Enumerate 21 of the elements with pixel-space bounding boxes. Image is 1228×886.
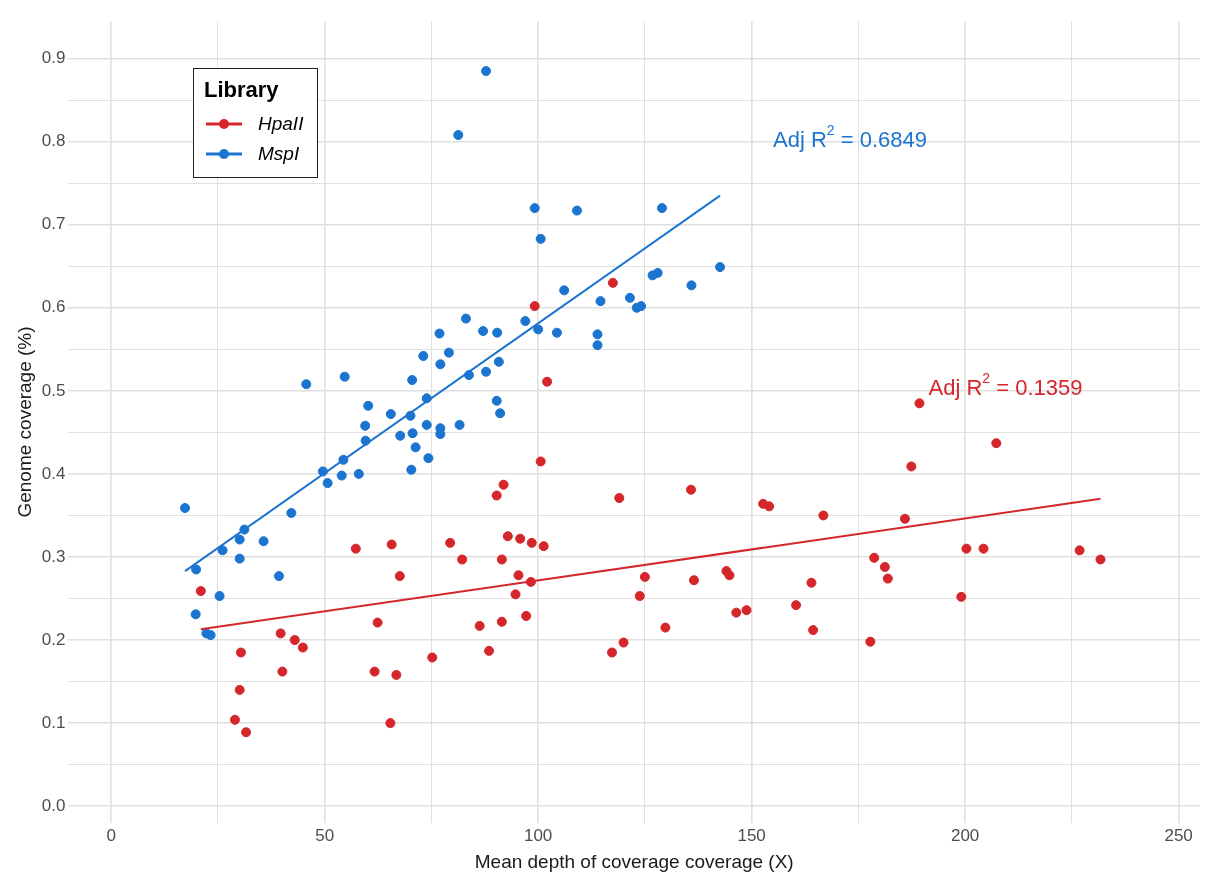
y-axis-title: Genome coverage (%) <box>13 326 35 518</box>
y-tick-label: 0.4 <box>41 463 66 483</box>
x-tick-label: 250 <box>1164 825 1193 845</box>
y-tick-label: 0.5 <box>41 380 66 400</box>
y-tick-label: 0.0 <box>41 795 66 815</box>
y-tick-label: 0.9 <box>41 48 66 68</box>
y-tick-label: 0.6 <box>41 297 66 317</box>
legend-label: MspI <box>258 143 300 165</box>
y-tick-label: 0.7 <box>41 214 66 234</box>
y-tick-label: 0.8 <box>41 131 66 151</box>
x-axis-title: Mean depth of coverage coverage (X) <box>474 850 794 872</box>
y-tick-label: 0.2 <box>41 629 66 649</box>
x-tick-label: 200 <box>950 825 980 845</box>
legend-label: HpaII <box>258 113 304 135</box>
y-tick-label: 0.3 <box>41 546 66 566</box>
legend-title: Library <box>204 77 280 103</box>
x-tick-label: 100 <box>523 825 553 845</box>
x-tick-label: 0 <box>106 825 116 845</box>
x-tick-label: 150 <box>737 825 766 845</box>
y-tick-label: 0.1 <box>41 712 66 732</box>
x-tick-label: 50 <box>315 825 335 845</box>
